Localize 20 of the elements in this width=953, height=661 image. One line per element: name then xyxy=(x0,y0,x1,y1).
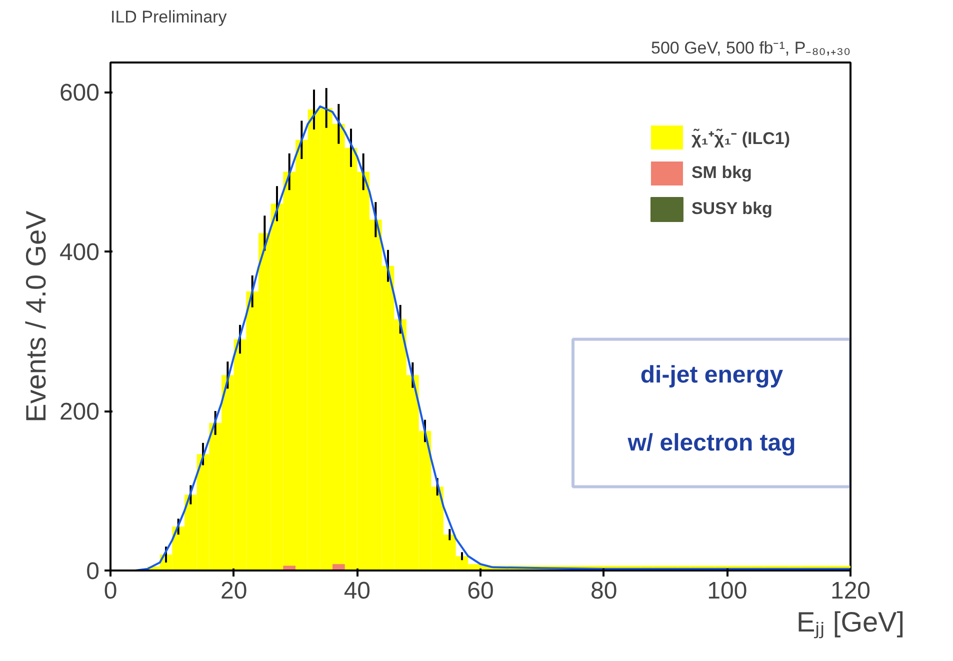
x-tick-label: 40 xyxy=(344,578,371,604)
chart-subtitle: 500 GeV, 500 fb⁻¹, P₋₈₀,₊₃₀ xyxy=(650,38,851,58)
annotation: di-jet energy xyxy=(640,362,784,389)
x-tick-label: 20 xyxy=(220,578,248,604)
x-tick-label: 0 xyxy=(104,578,118,604)
y-tick-label: 0 xyxy=(86,558,100,585)
legend-label: χ̃₁⁺χ̃₁⁻ (ILC1) xyxy=(691,128,790,148)
x-axis-title: Eⱼⱼ [GeV] xyxy=(796,606,905,638)
y-axis-title: Events / 4.0 GeV xyxy=(20,210,52,422)
x-tick-label: 60 xyxy=(467,578,494,604)
legend-label: SM bkg xyxy=(691,163,752,183)
y-tick-label: 600 xyxy=(59,80,100,107)
legend-label: SUSY bkg xyxy=(691,199,772,219)
x-tick-label: 100 xyxy=(707,578,748,604)
y-tick-label: 200 xyxy=(59,398,100,426)
y-tick-label: 400 xyxy=(59,239,100,266)
x-tick-label: 120 xyxy=(830,578,871,604)
annotation: w/ electron tag xyxy=(626,429,796,456)
chart-title: ILD Preliminary xyxy=(110,8,228,26)
x-tick-label: 80 xyxy=(590,578,618,604)
